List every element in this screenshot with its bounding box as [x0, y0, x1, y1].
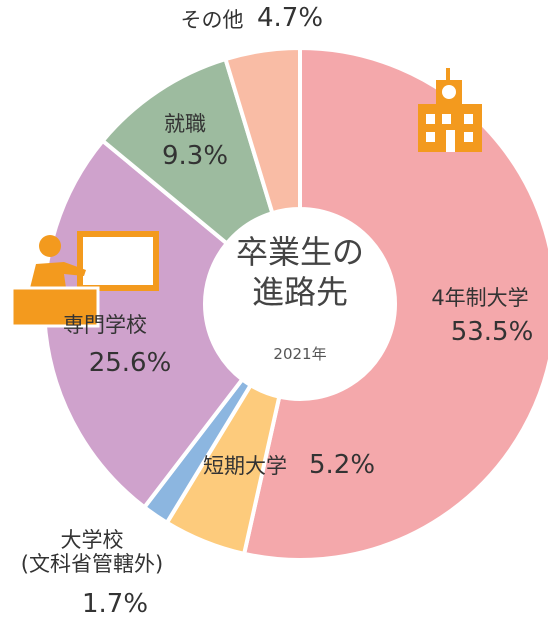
value-label: 5.2%	[308, 450, 376, 480]
chart-subtitle: 2021年	[273, 345, 327, 363]
center-hole	[205, 209, 395, 399]
value-label: 4.7%	[256, 3, 324, 33]
school-icon	[418, 68, 482, 152]
category-label: 専門学校	[63, 313, 147, 337]
chart-title: 卒業生の 進路先	[235, 233, 364, 311]
value-label: 1.7%	[81, 589, 149, 619]
value-label: 53.5%	[450, 317, 534, 347]
teacher-icon	[10, 231, 159, 328]
value-label: 25.6%	[88, 348, 172, 378]
category-label: 就職	[164, 112, 206, 136]
category-label: 4年制大学	[431, 286, 529, 310]
category-label: 短期大学	[203, 454, 287, 478]
category-label: その他	[180, 8, 244, 32]
value-label: 9.3%	[161, 141, 229, 171]
category-label: 大学校 (文科省管轄外)	[20, 528, 164, 577]
